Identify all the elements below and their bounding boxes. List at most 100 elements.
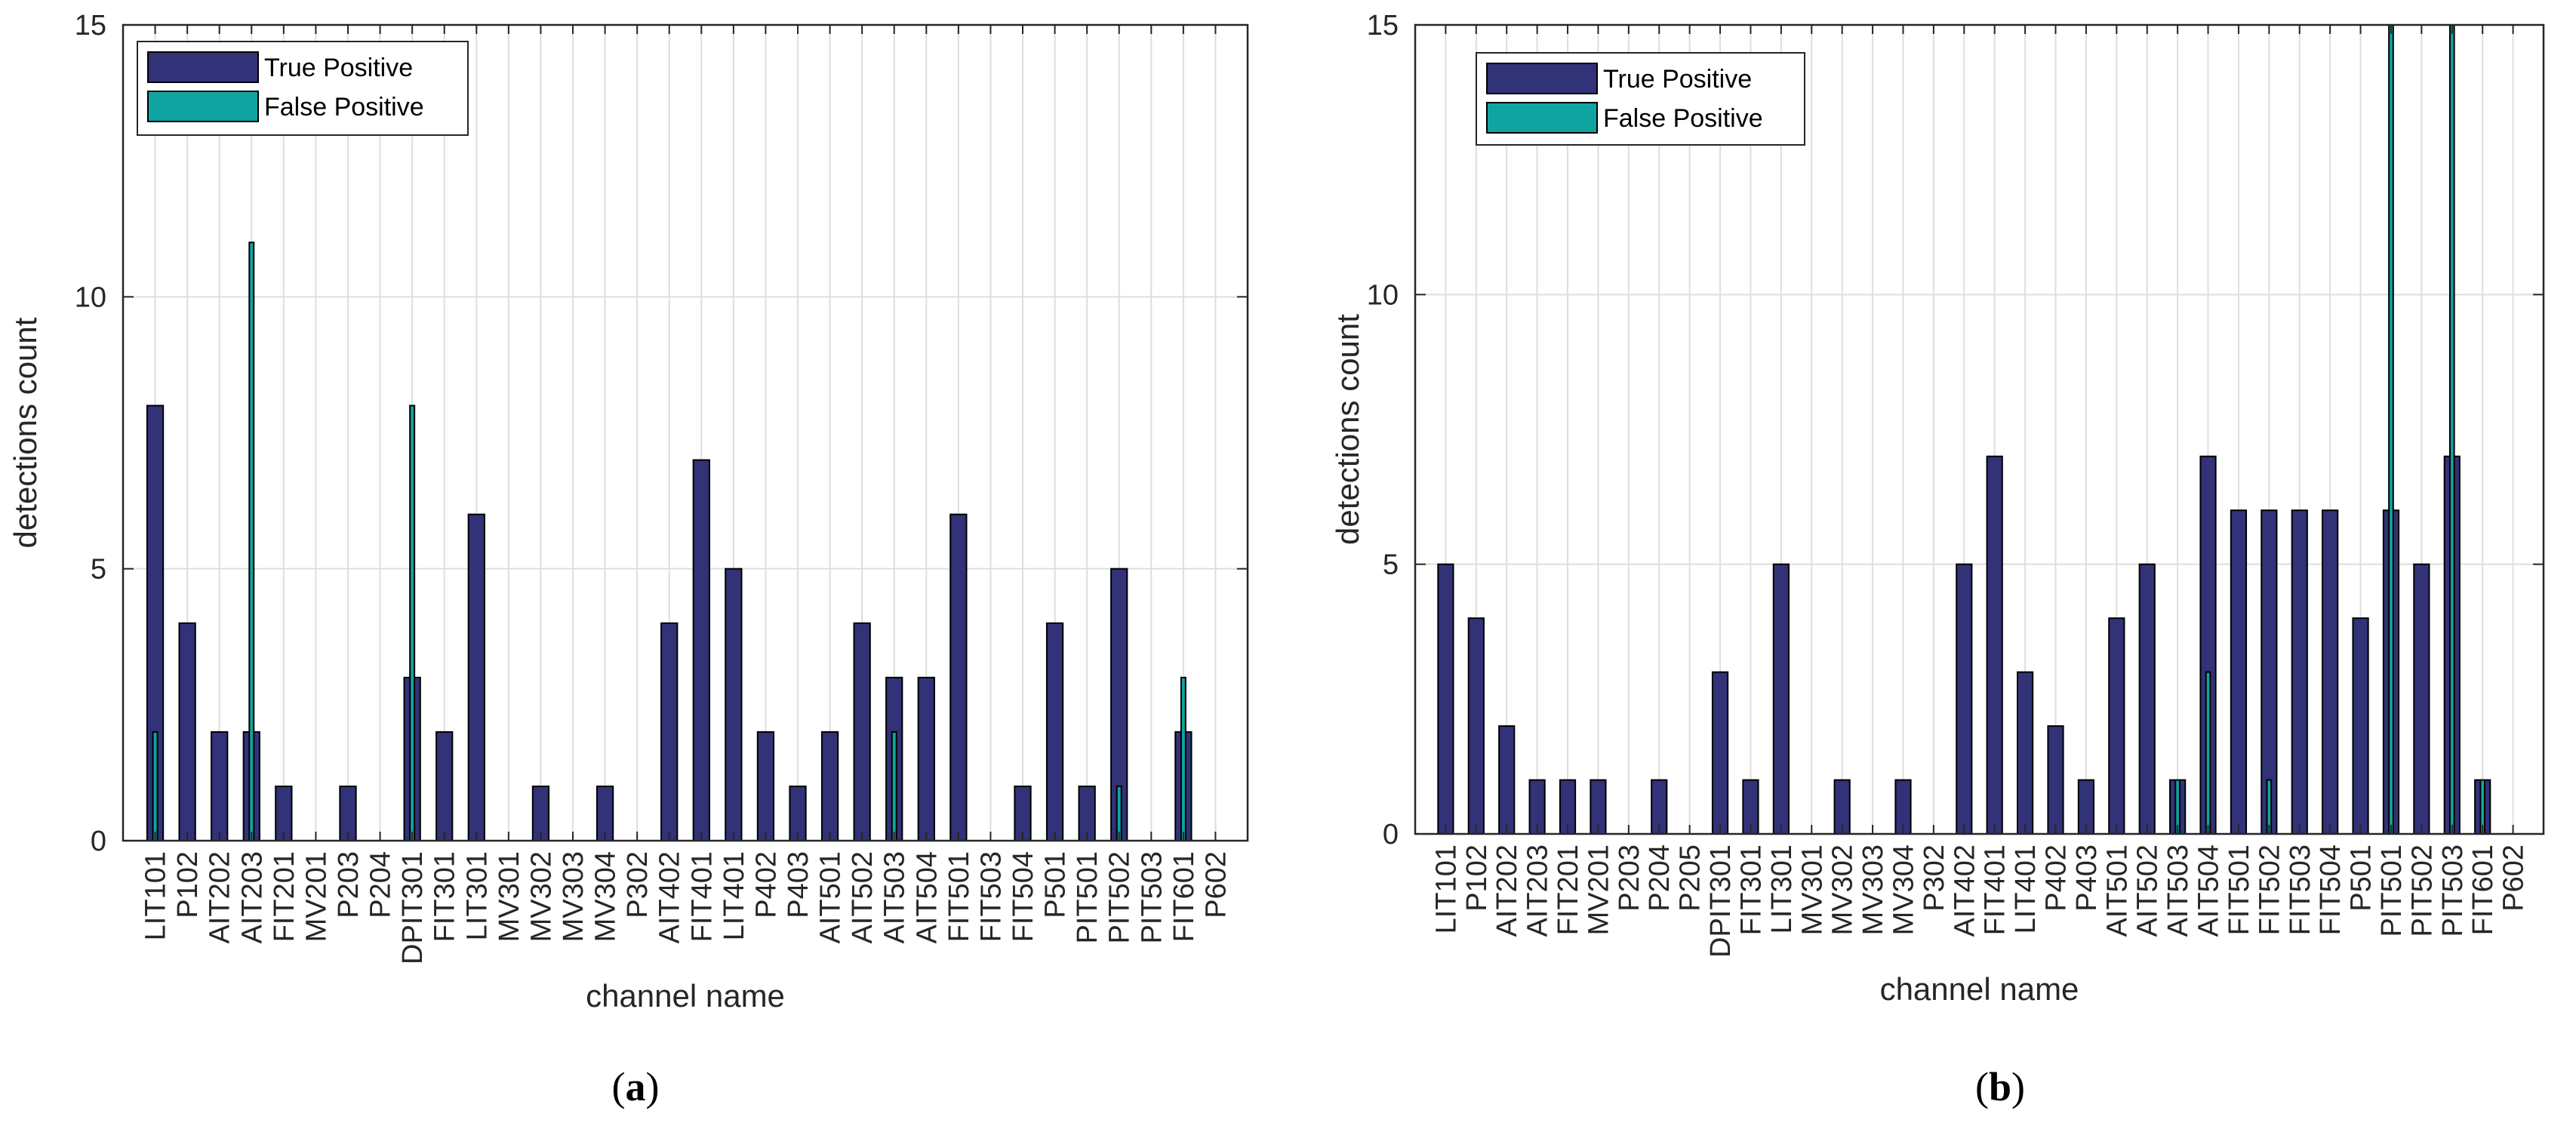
x-tick-label: AIT203 <box>1522 844 1554 937</box>
plot-area <box>1415 25 2544 834</box>
bar-false-positive <box>891 731 897 841</box>
bar-true-positive <box>2291 509 2308 835</box>
panel-b: 051015LIT101P102AIT202AIT203FIT201MV201P… <box>1330 10 2545 1109</box>
x-tick-label: MV301 <box>1796 844 1828 935</box>
x-tick-label: P203 <box>1614 844 1645 912</box>
x-tick-label: MV303 <box>558 851 589 942</box>
x-axis-label: channel name <box>586 978 785 1014</box>
x-tick-label: MV302 <box>1827 844 1859 935</box>
panel-label: (b) <box>1975 1064 2025 1109</box>
x-tick-label: MV303 <box>1857 844 1889 935</box>
x-tick-label: AIT402 <box>654 851 686 944</box>
y-tick-label: 15 <box>1367 10 1399 42</box>
x-tick-label: MV304 <box>590 851 622 942</box>
x-tick-label: MV201 <box>1583 844 1614 935</box>
x-tick-label: PIT502 <box>2406 844 2438 937</box>
plot-area <box>123 25 1248 841</box>
legend-swatch-true-positive <box>147 51 259 83</box>
bar-true-positive <box>2047 725 2064 835</box>
bar-true-positive <box>660 622 679 841</box>
bar-false-positive <box>2205 671 2211 835</box>
x-tick-label: MV304 <box>1888 844 1919 935</box>
bar-true-positive <box>949 513 968 841</box>
bar-false-positive <box>409 405 416 841</box>
x-tick-label: P402 <box>750 851 782 918</box>
bar-true-positive <box>2138 563 2156 835</box>
x-tick-label: MV301 <box>494 851 525 942</box>
x-tick-label: FIT601 <box>1168 851 1200 942</box>
legend-swatch-true-positive <box>1486 63 1598 94</box>
legend-label-true-positive: True Positive <box>1603 65 1752 94</box>
x-tick-label: DPIT301 <box>397 851 429 964</box>
x-tick-label: AIT502 <box>2132 844 2164 937</box>
x-tick-label: AIT504 <box>2193 844 2225 937</box>
x-tick-label: P403 <box>2071 844 2103 912</box>
legend-swatch-false-positive <box>1486 102 1598 134</box>
bar-true-positive <box>2352 617 2369 835</box>
bar-true-positive <box>1437 563 1454 835</box>
bar-true-positive <box>2413 563 2430 835</box>
x-tick-label: FIT503 <box>2285 844 2316 935</box>
x-tick-label: AIT502 <box>847 851 879 944</box>
x-tick-label: P403 <box>783 851 814 918</box>
y-tick-label: 0 <box>91 826 106 857</box>
x-tick-label: P602 <box>1200 851 1232 918</box>
bar-true-positive <box>725 568 743 842</box>
x-tick-label: FIT201 <box>1553 844 1584 935</box>
bar-true-positive <box>2322 509 2339 835</box>
x-tick-label: FIT601 <box>2467 844 2499 935</box>
x-tick-label: FIT501 <box>943 851 975 942</box>
bar-true-positive <box>2017 671 2034 835</box>
plot-frame <box>122 23 1249 842</box>
x-tick-label: FIT401 <box>686 851 718 942</box>
x-tick-label: PIT503 <box>1136 851 1168 944</box>
bar-true-positive <box>1498 725 1516 835</box>
bar-true-positive <box>435 731 454 841</box>
x-tick-label: LIT101 <box>140 851 172 940</box>
x-axis-label: channel name <box>1880 971 2079 1007</box>
legend-label-false-positive: False Positive <box>264 93 424 122</box>
y-tick-label: 5 <box>91 554 106 586</box>
x-tick-label: AIT202 <box>205 851 236 944</box>
bar-true-positive <box>692 459 710 841</box>
bar-true-positive <box>756 731 775 841</box>
x-tick-label: LIT401 <box>719 851 750 940</box>
y-tick-label: 15 <box>75 10 106 42</box>
x-tick-label: AIT503 <box>879 851 911 944</box>
x-tick-label: FIT502 <box>2254 844 2285 935</box>
legend-swatch-false-positive <box>147 91 259 122</box>
x-tick-label: DPIT301 <box>1705 844 1737 958</box>
x-tick-label: AIT203 <box>236 851 268 944</box>
x-tick-label: PIT501 <box>2376 844 2408 937</box>
x-tick-label: FIT504 <box>2315 844 2347 935</box>
x-tick-label: FIT301 <box>429 851 461 942</box>
x-tick-label: AIT504 <box>911 851 943 944</box>
bar-false-positive <box>152 731 158 841</box>
x-tick-label: P302 <box>1919 844 1950 912</box>
legend: True Positive False Positive <box>137 41 469 136</box>
bar-true-positive <box>467 513 485 841</box>
y-axis-label: detections count <box>8 317 43 548</box>
x-tick-label: AIT202 <box>1491 844 1523 937</box>
x-tick-label: P501 <box>2346 844 2377 912</box>
bar-false-positive <box>248 241 255 841</box>
bar-false-positive <box>2448 24 2455 835</box>
x-tick-label: AIT503 <box>2162 844 2194 937</box>
x-tick-label: AIT402 <box>1949 844 1980 937</box>
y-tick-label: 10 <box>1367 279 1399 311</box>
bar-true-positive <box>1986 455 2003 835</box>
y-tick-label: 0 <box>1383 819 1399 851</box>
bar-true-positive <box>2108 617 2125 835</box>
legend-label-true-positive: True Positive <box>264 54 413 82</box>
x-tick-label: P501 <box>1040 851 1072 918</box>
x-tick-label: FIT504 <box>1008 851 1039 942</box>
y-tick-label: 5 <box>1383 549 1399 581</box>
bar-true-positive <box>820 731 839 841</box>
bar-true-positive <box>211 731 229 841</box>
x-tick-label: PIT501 <box>1072 851 1103 944</box>
x-tick-label: LIT401 <box>2010 844 2042 934</box>
bar-true-positive <box>853 622 871 841</box>
x-tick-label: FIT301 <box>1735 844 1767 935</box>
